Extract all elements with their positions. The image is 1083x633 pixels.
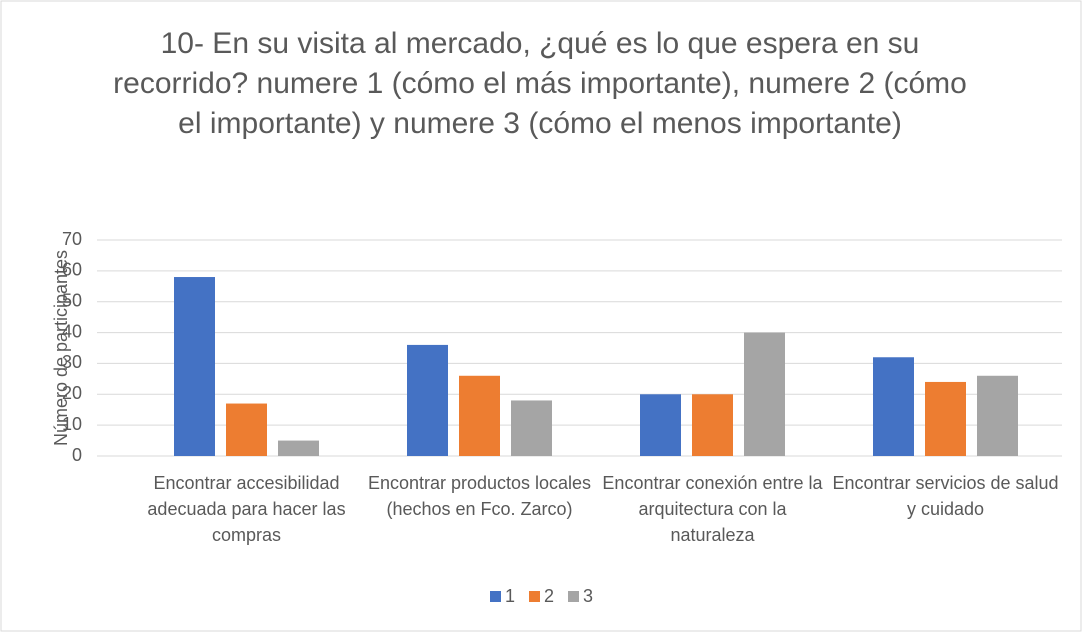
legend-item: 3 [568,586,593,607]
y-tick-label: 20 [62,383,82,403]
legend-label: 1 [504,586,515,606]
bar [977,375,1018,456]
y-tick-label: 60 [62,260,82,280]
bar [174,277,215,456]
chart-title: 10- En su visita al mercado, ¿qué es lo … [113,27,967,140]
bar [925,381,966,456]
y-tick-label: 40 [62,321,82,341]
y-tick-label: 50 [62,290,82,310]
legend-swatch [568,591,579,602]
bar [744,332,785,456]
y-tick-label: 10 [62,414,82,434]
legend-swatch [528,591,540,602]
legend: 1 2 3 [0,586,1083,607]
bar [640,394,681,456]
y-tick-label: 70 [62,229,82,249]
x-tick-label: Encontrar servicios de salud y cuidado [832,473,1059,519]
y-tick-label: 0 [72,445,82,465]
legend-label: 2 [543,586,554,606]
bar [226,403,267,456]
bar [278,440,319,456]
y-tick-label: 30 [62,352,82,372]
x-tick-label: Encontrar conexión entre la arquitectura… [602,473,823,545]
bar [407,344,448,456]
bar [873,357,914,456]
legend-item: 2 [528,586,554,607]
legend-item: 1 [489,586,515,607]
x-tick-label: Encontrar accesibilidad adecuada para ha… [147,473,346,545]
bar [511,400,552,456]
bar [692,394,733,456]
bar [459,375,500,456]
legend-label: 3 [583,586,594,606]
legend-swatch [489,591,501,602]
y-axis-title: Número de participantes [51,250,71,446]
x-tick-label: Encontrar productos locales (hechos en F… [367,473,592,519]
